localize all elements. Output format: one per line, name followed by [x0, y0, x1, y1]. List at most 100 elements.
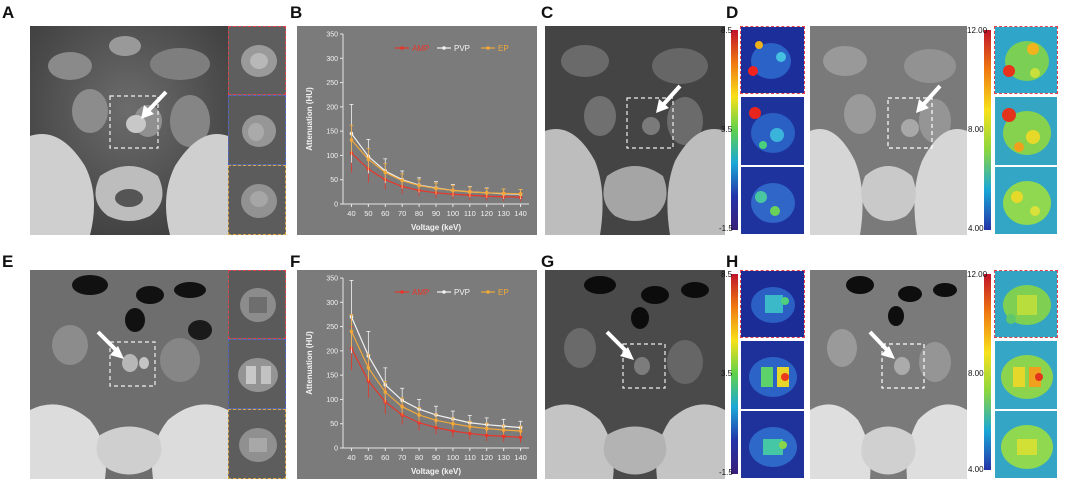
chart-b: 0 50 100 150 200 250 300 350 40 50 60 70 80 90 100 110 1… [297, 26, 537, 235]
x-tick-label: 50 [364, 453, 372, 462]
iodine-map-ap-bottom [740, 270, 805, 338]
data-point-ep [349, 329, 354, 334]
legend-label-ep: EP [498, 44, 509, 53]
colorbar-top-iodine-min: -1.5 [719, 224, 733, 233]
data-point-ep [434, 418, 438, 423]
inset-ap-a [228, 26, 286, 95]
data-point-ep [484, 426, 489, 431]
data-point-ep [417, 413, 421, 417]
y-tick-label: 350 [326, 32, 338, 39]
data-point-ep [518, 429, 523, 433]
colorbar-bottom-zeff-max: 12.00 [967, 270, 988, 279]
x-tick-label: 130 [497, 453, 510, 462]
data-point-ep [400, 404, 404, 409]
x-tick-label: 130 [497, 209, 510, 218]
x-tick-label: 100 [447, 209, 460, 218]
x-tick-label: 50 [364, 209, 372, 218]
panel-label-d: D [726, 3, 739, 22]
data-point-ep [468, 190, 472, 194]
legend-marker-ap [400, 46, 404, 50]
ct-image-e [30, 270, 228, 479]
y-tick-label: 50 [330, 421, 338, 428]
iodine-map-ep-bottom [740, 410, 805, 479]
data-point-ep [501, 428, 506, 432]
colorbar-top-zeff-max: 12.00 [967, 26, 988, 35]
panel-label-c: C [541, 3, 554, 22]
x-tick-label: 80 [415, 453, 423, 462]
chart-b-svg: 0 50 100 150 200 250 300 350 40 50 60 70 80 90 100 110 1… [305, 32, 529, 232]
colorbar-top-iodine-mid: 3.5 [721, 125, 733, 134]
x-axis-label: Voltage (keV) [411, 467, 461, 476]
data-point-ap [484, 433, 489, 438]
iodine-map-pvp-bottom [740, 340, 805, 410]
data-point-ep [383, 170, 388, 175]
inset-pvp-a [228, 95, 286, 165]
legend-label-pvp: PVP [454, 288, 470, 297]
data-point-ep [366, 366, 371, 370]
y-tick-label: 350 [326, 276, 338, 283]
x-tick-label: 110 [464, 453, 476, 462]
x-tick-label: 40 [347, 209, 355, 218]
colorbar-zeff-top [984, 30, 991, 230]
y-tick-label: 100 [326, 397, 338, 404]
data-point-ep [417, 183, 421, 188]
zeff-map-ap-top [994, 26, 1058, 94]
x-tick-label: 90 [432, 209, 440, 218]
panel-label-e: E [2, 252, 14, 271]
x-tick-label: 110 [464, 209, 476, 218]
legend-label-ap: AMP [412, 44, 429, 53]
inset-ap-e [228, 270, 286, 339]
panel-label-b: B [290, 3, 303, 22]
x-tick-label: 80 [415, 209, 423, 218]
ct-image-c [545, 26, 725, 235]
y-axis-label: Attenuation (HU) [305, 331, 314, 395]
data-point-ep [366, 157, 371, 162]
data-point-ep [434, 186, 438, 191]
y-tick-label: 150 [326, 373, 338, 380]
x-tick-label: 70 [398, 209, 406, 218]
x-tick-label: 60 [381, 209, 389, 218]
data-point-ep [349, 138, 354, 142]
x-axis-label: Voltage (keV) [411, 223, 461, 232]
x-tick-label: 100 [447, 453, 460, 462]
data-point-ep [451, 421, 455, 426]
y-tick-label: 250 [326, 80, 338, 87]
panel-label-g: G [541, 252, 555, 271]
iodine-map-pvp-top [740, 96, 805, 166]
y-tick-label: 300 [326, 56, 338, 63]
x-tick-label: 90 [432, 453, 440, 462]
colorbar-bottom-iodine-mid: 3.5 [721, 369, 733, 378]
ct-image-g [545, 270, 725, 479]
data-point-ap [518, 435, 523, 440]
x-tick-label: 120 [480, 209, 493, 218]
legend-marker-ap [400, 290, 404, 294]
iodine-map-ep-top [740, 166, 805, 235]
x-tick-label: 60 [381, 453, 389, 462]
legend-marker-ep [486, 290, 490, 294]
inset-ep-e [228, 409, 286, 479]
chart-f: 0 50 100 150 200 250 300 350 40 50 60 70 80 90 100 110 1… [297, 270, 537, 479]
x-tick-label: 70 [398, 453, 406, 462]
legend-label-ep: EP [498, 288, 509, 297]
x-tick-label: 120 [480, 453, 493, 462]
zeff-map-ep-bottom [994, 410, 1058, 479]
y-tick-label: 200 [326, 348, 338, 355]
legend-label-pvp: PVP [454, 44, 470, 53]
data-point-ep [383, 390, 388, 394]
zeff-map-ap-bottom [994, 270, 1058, 338]
colorbar-iodine-bottom [731, 274, 738, 474]
data-point-ep [501, 191, 506, 196]
data-point-ap [451, 429, 455, 433]
y-tick-label: 0 [334, 446, 338, 453]
data-point-ep [451, 188, 455, 193]
ct-image-h [810, 270, 967, 479]
zeff-map-pvp-bottom [994, 340, 1058, 410]
ct-image-d [810, 26, 967, 235]
colorbar-top-zeff-mid: 8.00 [968, 125, 984, 134]
ct-image-a [30, 26, 228, 235]
data-point-ap [434, 425, 438, 430]
iodine-map-ap-top [740, 26, 805, 94]
x-tick-label: 40 [347, 453, 355, 462]
legend-marker-pvp [442, 46, 446, 50]
data-point-ap [468, 431, 472, 436]
